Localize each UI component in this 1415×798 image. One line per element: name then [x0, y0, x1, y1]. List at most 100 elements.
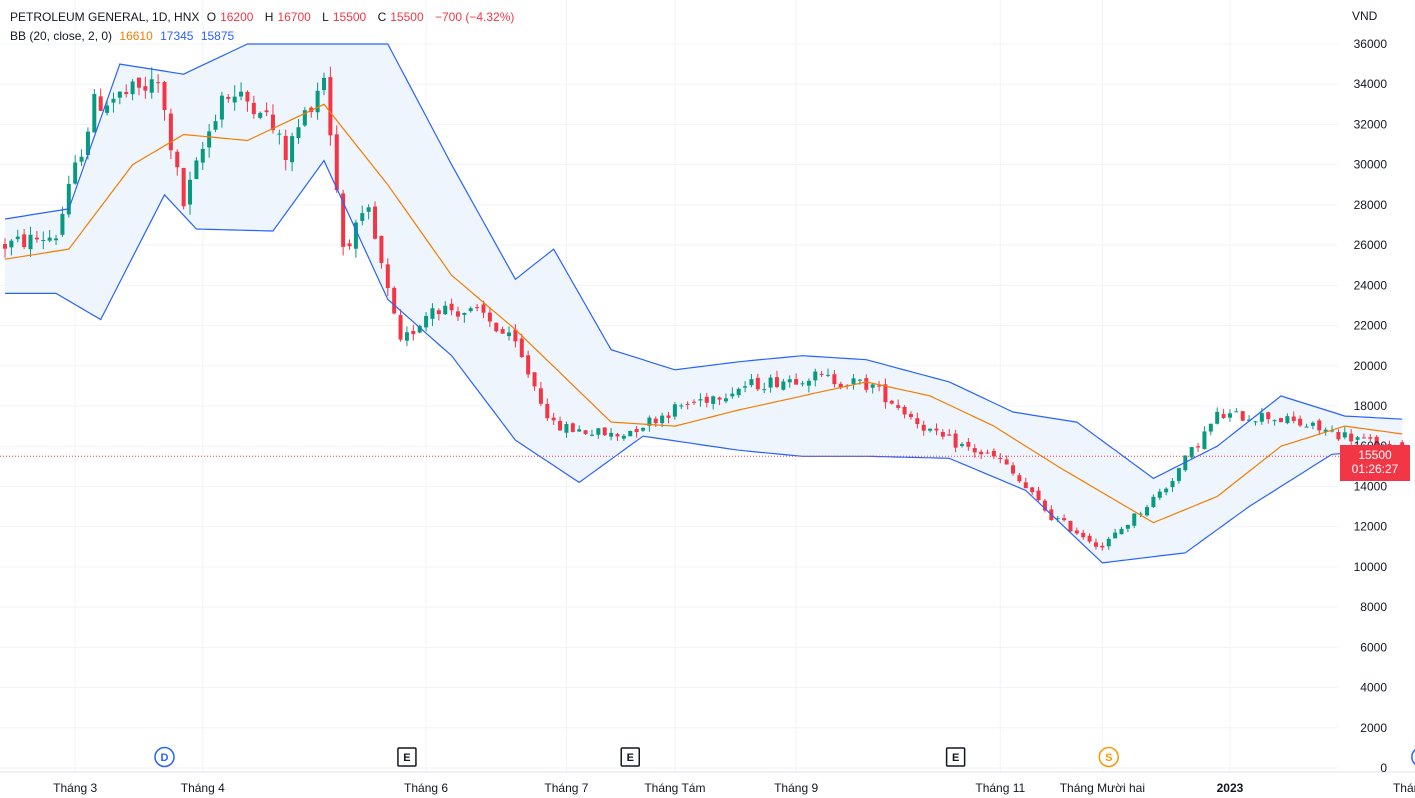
candle-body: [628, 430, 633, 437]
bb-lower-value: 15875: [200, 29, 235, 43]
candle: [156, 74, 161, 93]
candle: [634, 425, 639, 438]
price-tick-label: 24000: [1354, 278, 1388, 292]
candle: [28, 226, 33, 257]
candle-body: [1310, 422, 1315, 426]
candle-body: [360, 213, 365, 221]
candle: [953, 429, 958, 453]
candle: [117, 91, 122, 105]
time-tick-label: Tháng 3: [53, 781, 97, 795]
candle-body: [698, 399, 703, 401]
event-dividend-marker[interactable]: D: [1411, 748, 1415, 767]
candle-body: [1317, 420, 1322, 431]
candle: [245, 90, 250, 112]
event-shape: [1098, 746, 1119, 768]
candle: [921, 420, 926, 436]
event-dividend-marker[interactable]: D: [154, 746, 175, 768]
candle: [1119, 526, 1124, 535]
candle-body: [1100, 545, 1105, 548]
bollinger-lines: [4, 43, 1403, 564]
candle: [239, 82, 244, 101]
candle-body: [1304, 426, 1309, 428]
candle-body: [743, 386, 748, 388]
candle-body: [194, 160, 199, 180]
candle: [111, 92, 116, 113]
candle: [991, 448, 996, 460]
candle: [1234, 408, 1239, 413]
candle: [443, 301, 448, 316]
event-markers[interactable]: DEEESD: [154, 746, 1415, 768]
candle-body: [979, 451, 984, 455]
candle-body: [1361, 437, 1366, 439]
candle-body: [1119, 528, 1124, 535]
candle-body: [34, 237, 39, 240]
candle-body: [915, 418, 920, 425]
candle-body: [322, 77, 326, 91]
candle-body: [1279, 418, 1283, 423]
event-earnings-marker[interactable]: E: [945, 747, 966, 767]
candle: [558, 416, 563, 431]
candle: [947, 429, 952, 436]
candle-body: [1042, 500, 1047, 511]
candle: [940, 429, 945, 440]
candle-body: [1023, 482, 1028, 489]
candle: [583, 429, 588, 436]
close-label: C: [377, 10, 387, 24]
candle: [679, 403, 684, 410]
candle-body: [711, 396, 716, 404]
candle-body: [1093, 542, 1098, 547]
candle-body: [1272, 420, 1277, 422]
event-symbol: E: [627, 752, 634, 764]
candle-body: [468, 308, 473, 312]
candle-body: [558, 420, 563, 431]
candle-body: [966, 441, 971, 447]
candle: [1113, 528, 1118, 539]
candle: [1106, 536, 1111, 550]
event-earnings-marker[interactable]: E: [620, 747, 640, 767]
time-tick-label: Tháng Mười hai: [1060, 781, 1145, 795]
candle-body: [1170, 481, 1175, 488]
candle: [1279, 417, 1283, 423]
candle: [1355, 435, 1360, 444]
candle: [1157, 488, 1162, 501]
candle: [379, 235, 384, 269]
price-axis[interactable]: 0200040006000800010000120001400016000180…: [1354, 37, 1388, 775]
event-earnings-marker[interactable]: E: [397, 747, 417, 767]
candle: [768, 374, 773, 393]
low-label: L: [322, 10, 329, 24]
candlesticks[interactable]: [3, 66, 1405, 551]
candle: [468, 306, 473, 313]
candle: [1030, 486, 1035, 496]
candle-body: [774, 377, 779, 388]
candle-body: [577, 429, 582, 432]
candle-body: [653, 418, 658, 424]
time-axis[interactable]: Tháng 3 Tháng 4 Tháng 6 Tháng 7 Tháng Tám Thá…: [53, 781, 1415, 795]
candle-body: [755, 377, 760, 390]
price-tick-label: 22000: [1354, 319, 1388, 333]
candle-body: [251, 102, 256, 115]
event-split-marker[interactable]: S: [1098, 746, 1119, 768]
candle: [9, 239, 14, 256]
time-tick-label: Tháng 4: [181, 781, 225, 795]
close-value: 15500: [390, 10, 424, 24]
time-tick-label: 2023: [1217, 781, 1244, 795]
candle: [902, 405, 907, 419]
candle: [1011, 462, 1016, 476]
indicator-legend[interactable]: BB (20, close, 2, 0) 16610 17345 15875: [10, 29, 238, 43]
candle: [1189, 446, 1194, 460]
candle-body: [3, 243, 7, 249]
candle-body: [864, 378, 869, 390]
candle-body: [551, 417, 556, 421]
candle-body: [589, 434, 594, 436]
candle: [1310, 421, 1315, 430]
event-shape: [620, 747, 640, 767]
candle: [621, 434, 626, 441]
low-value: 15500: [332, 10, 367, 24]
candle: [1361, 433, 1366, 439]
candle: [1145, 504, 1150, 517]
candle-body: [749, 379, 754, 386]
candle-body: [436, 310, 441, 315]
candle-body: [1208, 423, 1213, 432]
event-shape: [945, 747, 966, 767]
